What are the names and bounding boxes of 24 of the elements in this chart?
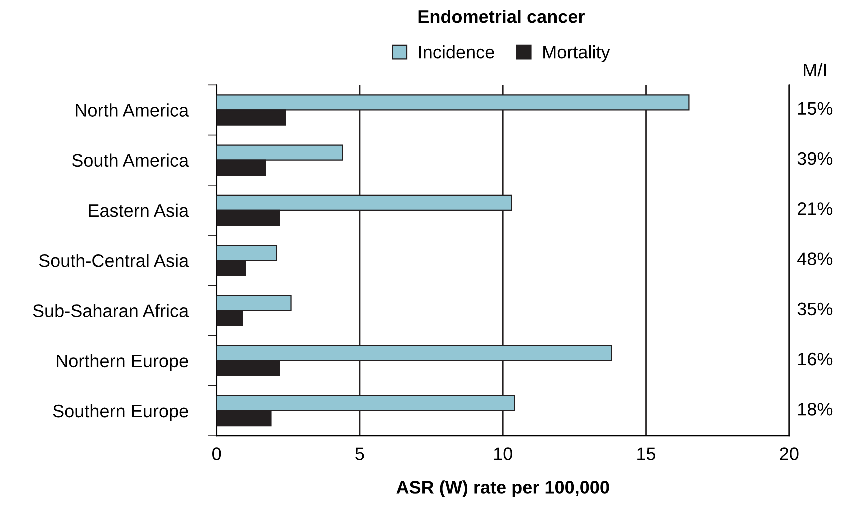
y-tick-label: Southern Europe	[53, 404, 188, 422]
text: M/I	[804, 63, 826, 77]
text: 39%	[798, 152, 833, 166]
text: 21%	[798, 202, 833, 216]
y-tick-label: Eastern Asia	[89, 204, 190, 218]
chart-title: Endometrial cancer	[418, 10, 585, 24]
text: 16%	[798, 352, 833, 366]
y-tick-label: Northern Europe	[57, 354, 188, 372]
text: 48%	[798, 252, 833, 266]
y-tick-label: South America	[72, 154, 190, 168]
y-tick-label: North America	[76, 104, 190, 117]
text: 18%	[798, 403, 833, 416]
x-tick-label: 5	[356, 448, 364, 460]
text: 35%	[798, 302, 833, 316]
x-tick-label: 15	[638, 448, 656, 460]
x-tick-label: 20	[780, 448, 799, 460]
x-tick-label: 0	[212, 448, 222, 460]
text: 15%	[798, 102, 833, 116]
x-axis-title: ASR (W) rate per 100,000	[396, 480, 610, 498]
x-tick-label: 10	[494, 448, 512, 460]
y-tick-label: South-Central Asia	[39, 254, 190, 268]
legend-label: Mortality	[544, 45, 610, 62]
legend-label: Incidence	[420, 45, 494, 59]
y-tick-label: Sub-Saharan Africa	[33, 304, 190, 318]
